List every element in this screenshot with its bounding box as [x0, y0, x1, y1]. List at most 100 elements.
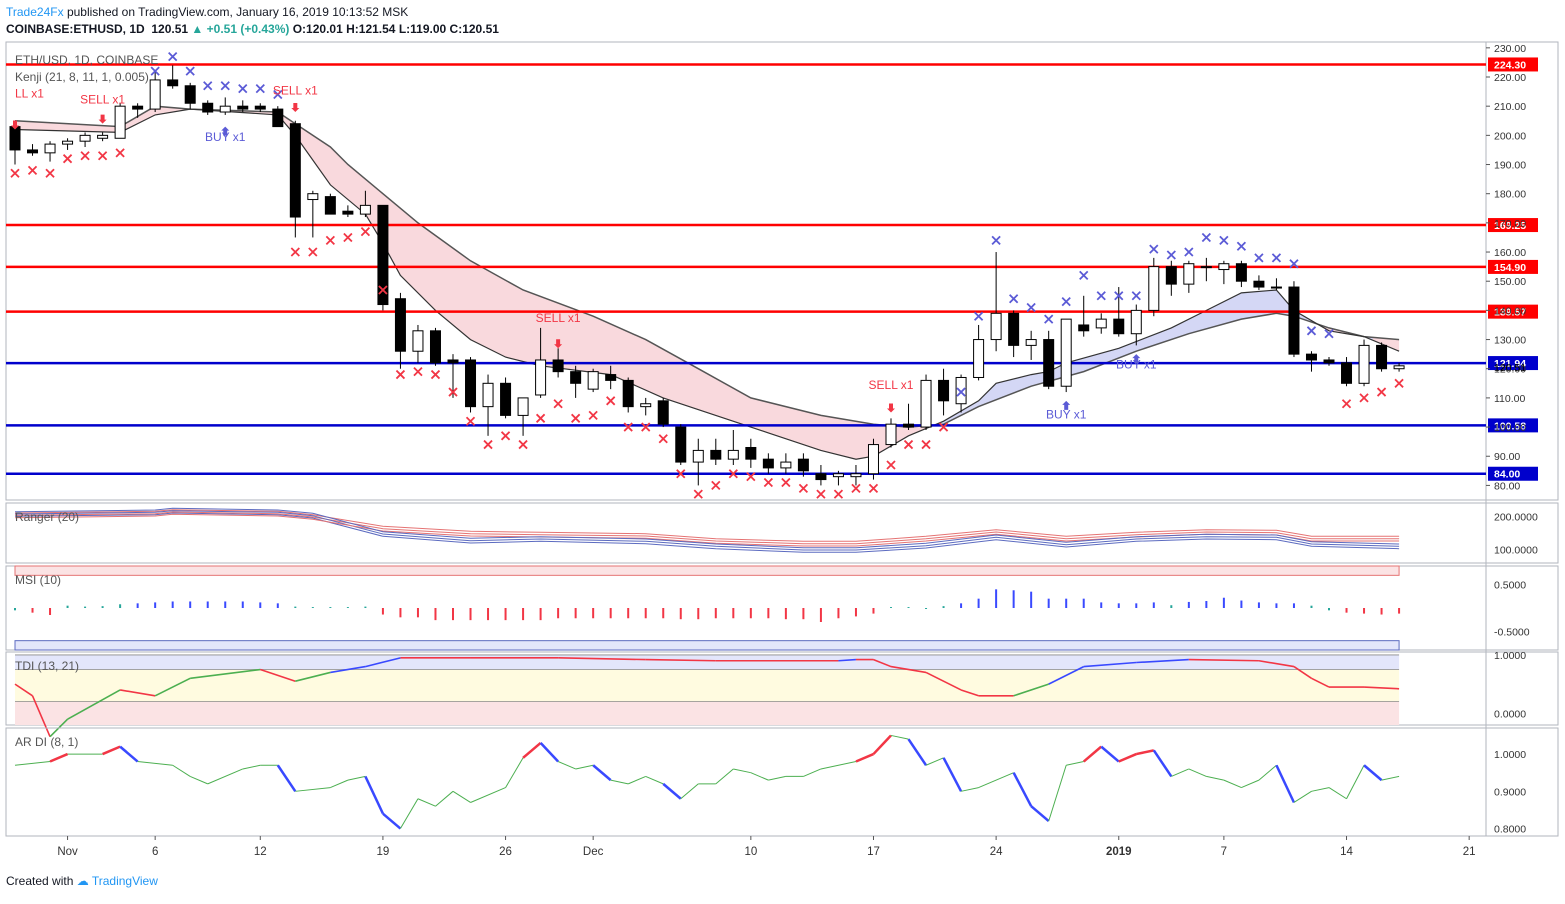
sell-arrow-icon	[291, 103, 300, 113]
tdi-line-segment	[1293, 665, 1312, 679]
time-tick-label: 17	[867, 846, 880, 858]
signal-cross-marker	[1044, 314, 1054, 324]
ardi-line-segment	[575, 764, 594, 770]
candle-body	[955, 376, 967, 405]
tdi-line-segment	[14, 683, 33, 697]
candle-body	[1130, 309, 1142, 335]
ardi-line-segment	[662, 782, 682, 800]
signal-cross-marker	[325, 235, 335, 246]
close-value: C:120.51	[449, 22, 499, 36]
candle-body	[377, 204, 389, 306]
publisher-name[interactable]: Trade24Fx	[6, 5, 64, 19]
publish-info: Trade24Fx published on TradingView.com, …	[6, 5, 408, 19]
ardi-line-segment	[539, 742, 560, 763]
candle-body	[622, 379, 634, 408]
tdi-line-segment	[190, 668, 261, 680]
candle-body	[920, 379, 932, 428]
candle-body	[1218, 263, 1230, 271]
signal-cross-marker	[97, 151, 108, 161]
tradingview-logo-icon[interactable]: ☁	[76, 874, 89, 888]
ardi-line-segment	[190, 775, 208, 785]
tdi-line-segment	[645, 658, 716, 662]
candle-body	[552, 359, 564, 373]
ardi-line-segment	[242, 764, 261, 770]
candle-body	[1305, 353, 1317, 361]
price-tick-label: 160.00	[1494, 247, 1526, 259]
level-label: 121.94	[1494, 358, 1526, 370]
chart-symbol-overlay: ETH/USD, 1D, COINBASE	[15, 53, 159, 67]
candle-body	[167, 79, 179, 87]
ardi-line-segment	[1206, 775, 1224, 781]
price-tick-label: 180.00	[1494, 189, 1526, 201]
candle-body	[219, 105, 231, 113]
buy-arrow-icon	[1132, 354, 1141, 364]
signal-cross-marker	[921, 439, 931, 450]
candle-body	[938, 379, 950, 402]
ardi-line-segment	[330, 779, 349, 789]
signal-cross-marker	[693, 489, 703, 499]
candle-body	[1078, 324, 1090, 332]
ardi-line-segment	[1241, 779, 1260, 789]
candle-body	[692, 449, 704, 463]
ranger-pane-frame	[5, 502, 1559, 564]
level-label: 84.00	[1494, 469, 1520, 481]
level-label-bg	[1488, 218, 1538, 233]
price-tick-label: 90.00	[1494, 451, 1520, 463]
candle-body	[132, 105, 144, 110]
indicator-overlay: Kenji (21, 8, 11, 1, 0.005)	[15, 70, 149, 84]
time-tick-label: 24	[990, 846, 1003, 858]
candle-body	[973, 339, 985, 378]
signal-cross-marker	[1149, 244, 1159, 254]
ardi-line-segment	[1188, 768, 1207, 777]
signal-cross-marker	[676, 469, 686, 479]
ardi-line-segment	[1012, 772, 1033, 807]
ardi-line-segment	[557, 761, 576, 770]
footer: Created with ☁ TradingView	[6, 874, 158, 888]
price-tick-label: 230.00	[1494, 43, 1526, 55]
signal-cross-marker	[273, 89, 283, 100]
level-label-bg	[1488, 259, 1538, 274]
tdi-line-segment	[1364, 686, 1400, 690]
price-tick-label: 80.00	[1494, 480, 1520, 492]
signal-cross-marker	[1394, 378, 1404, 388]
signal-cross-marker	[27, 165, 38, 175]
signal-cross-marker	[395, 369, 406, 380]
candle-body	[675, 426, 687, 463]
signal-cross-marker	[1061, 296, 1071, 307]
signal-cross-marker	[991, 235, 1001, 246]
footer-brand[interactable]: TradingView	[91, 874, 158, 888]
tdi-line-segment	[260, 668, 296, 682]
signal-cross-marker	[203, 81, 213, 91]
msi-tick-label: -0.5000	[1494, 626, 1530, 638]
candle-body	[780, 461, 792, 469]
ardi-title: AR DI (8, 1)	[15, 735, 78, 749]
ardi-line-segment	[628, 775, 646, 785]
signal-cross-marker	[641, 422, 651, 432]
price-tick-label: 120.00	[1494, 364, 1526, 376]
time-tick-label: 10	[744, 846, 757, 858]
high-value: H:121.54	[346, 22, 396, 36]
msi-title: MSI (10)	[15, 573, 61, 587]
ardi-line-segment	[452, 790, 471, 803]
price-tick-label: 110.00	[1494, 393, 1525, 405]
signal-cross-marker	[290, 247, 300, 257]
ardi-line-segment	[803, 768, 822, 777]
candle-body	[535, 359, 547, 396]
candle-body	[482, 382, 494, 408]
main-pane-frame	[5, 41, 1559, 501]
signal-cross-marker	[798, 483, 809, 493]
signal-cross-marker	[220, 81, 230, 91]
signal-cross-marker	[1184, 247, 1194, 257]
candle-body	[184, 85, 196, 104]
ranger-title: Ranger (20)	[15, 510, 79, 524]
signal-cross-marker	[1376, 387, 1387, 397]
buy-arrow-icon	[221, 126, 230, 136]
candle-body	[710, 449, 722, 460]
sell-arrow-icon	[98, 114, 107, 124]
candle-body	[1393, 365, 1405, 370]
published-text: published on TradingView.com, January 16…	[66, 5, 409, 19]
msi-tick-label: 0.5000	[1494, 580, 1526, 592]
tdi-line-segment	[925, 671, 962, 691]
